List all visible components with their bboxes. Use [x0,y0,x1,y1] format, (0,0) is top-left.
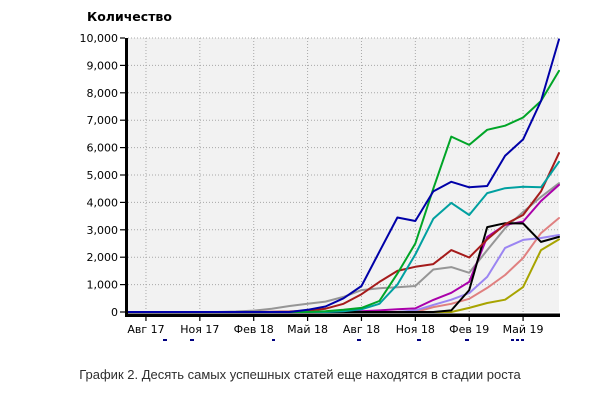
clipped-legend-mark [465,339,469,341]
y-tick-label: 9,000 [87,59,119,72]
x-axis-line [125,313,560,317]
clipped-legend-mark [511,339,514,341]
clipped-legend-mark [163,339,167,341]
y-tick-label: 10,000 [80,32,119,45]
clipped-legend-mark [357,339,361,341]
clipped-legend-mark [272,339,275,341]
x-tick-label: Фев 19 [449,323,489,336]
y-tick-label: 5,000 [87,169,119,182]
x-tick-label: Май 18 [287,323,328,336]
x-tick-label: Авг 18 [343,323,380,336]
y-tick-label: 8,000 [87,87,119,100]
y-tick-label: 1,000 [87,279,119,292]
clipped-legend-mark [516,339,519,341]
x-tick-label: Ноя 18 [396,323,435,336]
chart-title: Количество [87,9,172,24]
series-line-navy [127,38,560,313]
clipped-legend-mark [190,339,194,341]
y-tick-label: 2,000 [87,251,119,264]
clipped-legend-mark [521,339,524,341]
y-tick-label: 7,000 [87,114,119,127]
y-tick-label: 3,000 [87,224,119,237]
y-tick-label: 6,000 [87,142,119,155]
y-tick-label: 0 [111,306,118,319]
clipped-legend-mark [417,339,421,341]
x-tick-label: Май 19 [503,323,544,336]
y-tick-label: 4,000 [87,196,119,209]
chart-caption: График 2. Десять самых успешных статей е… [79,367,521,382]
x-tick-label: Ноя 17 [180,323,219,336]
y-axis-line [125,38,128,316]
chart-canvas: 0 1,000 2,000 3,000 4,000 5,000 6,000 7,000 8,00… [80,32,560,341]
x-tick-label: Фев 18 [234,323,274,336]
x-tick-label: Авг 17 [127,323,164,336]
